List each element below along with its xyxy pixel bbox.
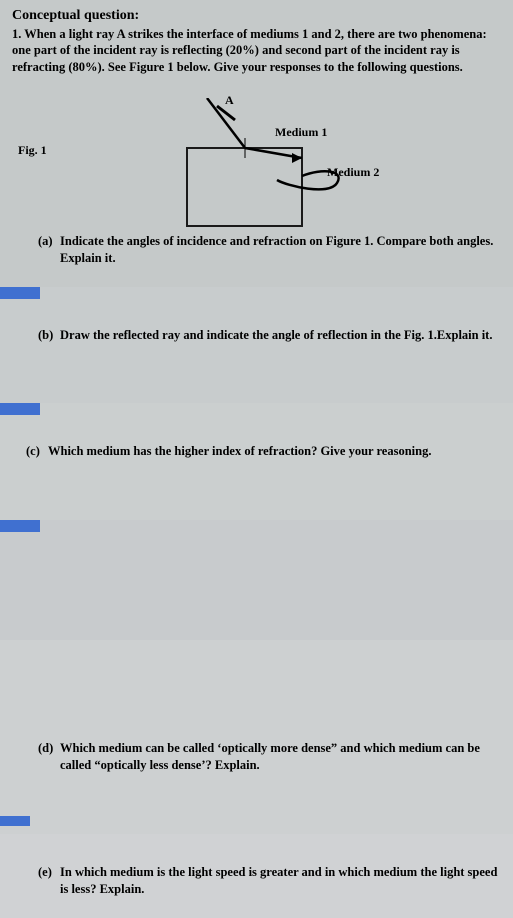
question-a-marker: (a)	[38, 233, 60, 250]
question-e: (e)In which medium is the light speed is…	[12, 864, 501, 898]
section-gap	[0, 520, 513, 640]
page-title: Conceptual question:	[12, 8, 501, 24]
section-intro: Conceptual question: 1. When a light ray…	[0, 0, 513, 287]
question-e-marker: (e)	[38, 864, 60, 881]
section-d: (d)Which medium can be called ‘optically…	[0, 640, 513, 834]
redaction-strip-4	[0, 816, 30, 826]
figure-label: Fig. 1	[18, 143, 47, 158]
question-a-text: Indicate the angles of incidence and ref…	[60, 234, 493, 265]
redaction-strip-3	[0, 520, 40, 532]
question-c-marker: (c)	[26, 443, 48, 460]
section-e: (e)In which medium is the light speed is…	[0, 834, 513, 918]
question-d-marker: (d)	[38, 740, 60, 757]
question-d: (d)Which medium can be called ‘optically…	[12, 740, 501, 774]
section-b: (b)Draw the reflected ray and indicate t…	[0, 287, 513, 404]
intro-text: 1. When a light ray A strikes the interf…	[12, 26, 501, 75]
redaction-strip-2	[0, 403, 40, 415]
question-d-text: Which medium can be called ‘optically mo…	[60, 741, 480, 772]
question-c: (c)Which medium has the higher index of …	[12, 443, 501, 460]
question-b-text: Draw the reflected ray and indicate the …	[60, 328, 492, 342]
question-a: (a)Indicate the angles of incidence and …	[12, 233, 501, 267]
figure-1: Fig. 1 A Medium 1 Medium 2	[12, 93, 501, 233]
question-c-text: Which medium has the higher index of ref…	[48, 444, 431, 458]
refraction-diagram	[177, 98, 377, 228]
question-b-marker: (b)	[38, 327, 60, 344]
question-b: (b)Draw the reflected ray and indicate t…	[12, 327, 501, 344]
section-c: (c)Which medium has the higher index of …	[0, 403, 513, 520]
redaction-strip-1	[0, 287, 40, 299]
question-e-text: In which medium is the light speed is gr…	[60, 865, 497, 896]
